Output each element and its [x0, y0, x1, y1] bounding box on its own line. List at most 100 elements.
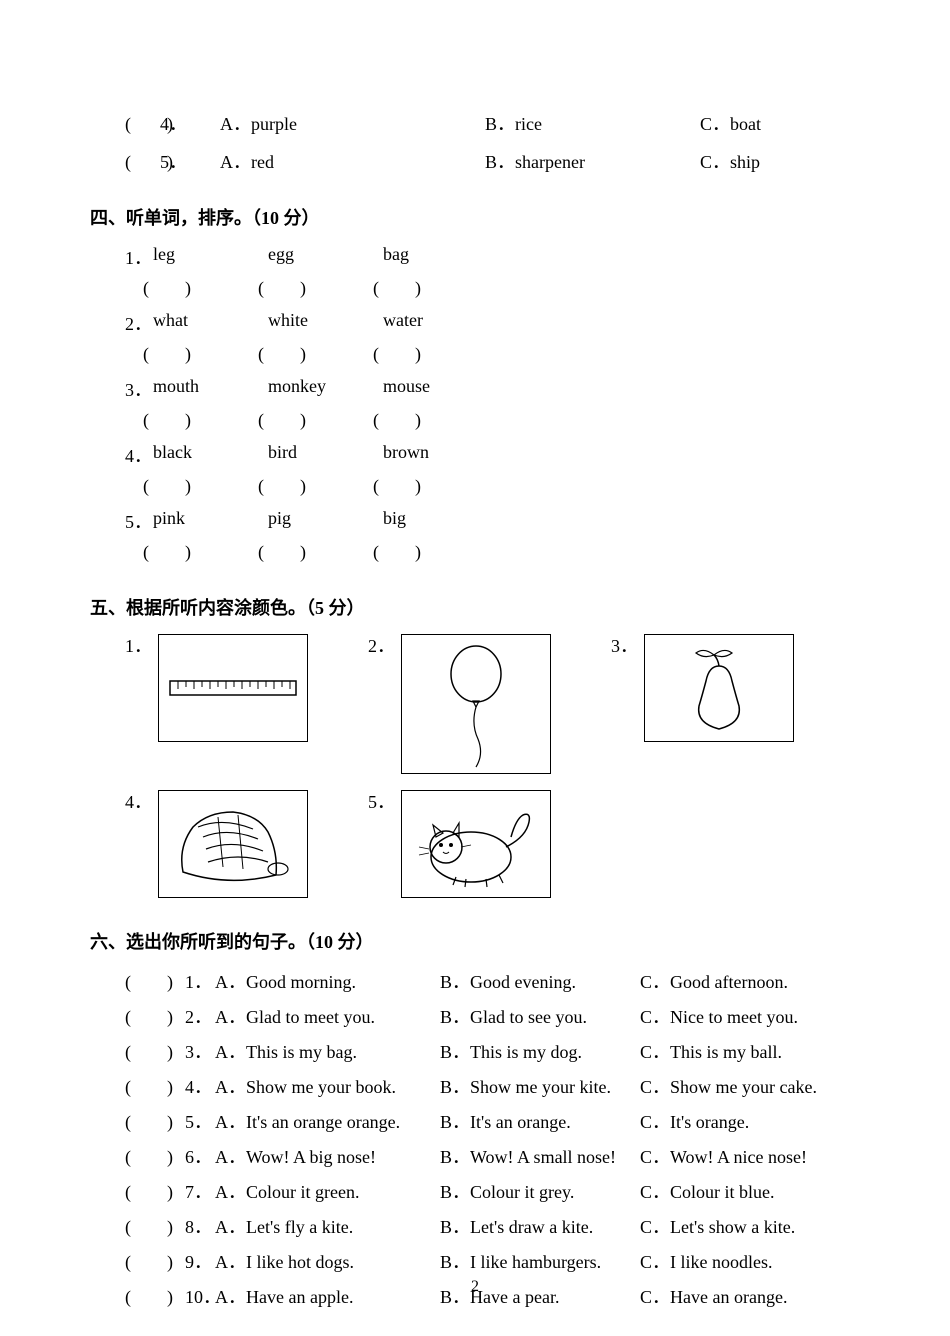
s5-item-2: 2． [368, 634, 551, 774]
option-b: B．Colour it grey. [440, 1178, 640, 1204]
s4-group-1: 1． leg egg bag ( ) ( ) ( ) [125, 244, 860, 300]
option-a: A．I like hot dogs. [215, 1248, 440, 1274]
paren[interactable]: ( ) [125, 968, 185, 994]
paren[interactable]: ( ) [90, 110, 160, 136]
option-b: B．rice [485, 110, 700, 136]
paren[interactable]: ( ) [373, 340, 488, 366]
paren[interactable]: ( ) [143, 538, 258, 564]
ruler-icon [158, 634, 308, 742]
paren[interactable]: ( ) [143, 406, 258, 432]
option-a: A．red [220, 148, 485, 174]
paren[interactable]: ( ) [125, 1073, 185, 1099]
paren[interactable]: ( ) [258, 538, 373, 564]
s4-group-5: 5． pink pig big ( ) ( ) ( ) [125, 508, 860, 564]
option-c: C．Show me your cake. [640, 1073, 817, 1099]
option-a: A．This is my bag. [215, 1038, 440, 1064]
s6-row-3: ( ) 3． A．This is my bag. B．This is my do… [125, 1038, 860, 1064]
option-a: A．Glad to meet you. [215, 1003, 440, 1029]
s5-item-3: 3． [611, 634, 794, 774]
word: bag [383, 244, 498, 270]
question-number: 6． [185, 1143, 215, 1169]
s4-group-3: 3． mouth monkey mouse ( ) ( ) ( ) [125, 376, 860, 432]
question-number: 5． [185, 1108, 215, 1134]
option-a: A．Colour it green. [215, 1178, 440, 1204]
option-b: B．sharpener [485, 148, 700, 174]
word: bird [268, 442, 383, 468]
option-a: A．Show me your book. [215, 1073, 440, 1099]
option-c: C．boat [700, 110, 761, 136]
s6-row-7: ( ) 7． A．Colour it green. B．Colour it gr… [125, 1178, 860, 1204]
paren[interactable]: ( ) [125, 1143, 185, 1169]
paren[interactable]: ( ) [258, 406, 373, 432]
option-c: C．Let's show a kite. [640, 1213, 795, 1239]
option-c: C．Nice to meet you. [640, 1003, 798, 1029]
word: mouse [383, 376, 498, 402]
page-number: 2 [0, 1278, 950, 1296]
option-b: B．I like hamburgers. [440, 1248, 640, 1274]
section4-body: 1． leg egg bag ( ) ( ) ( ) 2． what white… [125, 244, 860, 564]
word: what [153, 310, 268, 336]
item-number: 4． [125, 788, 152, 814]
paren[interactable]: ( ) [373, 538, 488, 564]
option-b: B．Let's draw a kite. [440, 1213, 640, 1239]
question-number: 1． [185, 968, 215, 994]
paren[interactable]: ( ) [143, 340, 258, 366]
word: egg [268, 244, 383, 270]
word: brown [383, 442, 498, 468]
option-a: A．purple [220, 110, 485, 136]
question-number: 9． [185, 1248, 215, 1274]
s5-item-1: 1． [125, 634, 308, 774]
option-a: A．Wow! A big nose! [215, 1143, 440, 1169]
paren[interactable]: ( ) [125, 1178, 185, 1204]
option-c: C．Wow! A nice nose! [640, 1143, 807, 1169]
paren[interactable]: ( ) [258, 274, 373, 300]
option-a: A．It's an orange orange. [215, 1108, 440, 1134]
question-number: 4． [185, 1073, 215, 1099]
s6-row-5: ( ) 5． A．It's an orange orange. B．It's a… [125, 1108, 860, 1134]
option-b: B．Glad to see you. [440, 1003, 640, 1029]
paren[interactable]: ( ) [90, 148, 160, 174]
top-row-4: ( ) 4． A．purple B．rice C．boat [90, 110, 860, 136]
group-number: 4． [125, 442, 153, 468]
section4-title: 四、听单词，排序。（10 分） [90, 204, 860, 230]
paren[interactable]: ( ) [373, 274, 488, 300]
s4-group-2: 2． what white water ( ) ( ) ( ) [125, 310, 860, 366]
question-number: 8． [185, 1213, 215, 1239]
word: big [383, 508, 498, 534]
option-c: C．I like noodles. [640, 1248, 773, 1274]
item-number: 5． [368, 788, 395, 814]
section5-title: 五、根据所听内容涂颜色。（5 分） [90, 594, 860, 620]
s6-row-6: ( ) 6． A．Wow! A big nose! B．Wow! A small… [125, 1143, 860, 1169]
paren[interactable]: ( ) [125, 1108, 185, 1134]
paren[interactable]: ( ) [143, 472, 258, 498]
option-a: A．Good morning. [215, 968, 440, 994]
paren[interactable]: ( ) [258, 340, 373, 366]
s6-row-9: ( ) 9． A．I like hot dogs. B．I like hambu… [125, 1248, 860, 1274]
question-number: 7． [185, 1178, 215, 1204]
s6-row-2: ( ) 2． A．Glad to meet you. B．Glad to see… [125, 1003, 860, 1029]
paren[interactable]: ( ) [373, 472, 488, 498]
word: pig [268, 508, 383, 534]
paren[interactable]: ( ) [125, 1003, 185, 1029]
option-b: B．Wow! A small nose! [440, 1143, 640, 1169]
question-number: 3． [185, 1038, 215, 1064]
schoolbag-icon [158, 790, 308, 898]
s6-row-4: ( ) 4． A．Show me your book. B．Show me yo… [125, 1073, 860, 1099]
question-number: 5． [160, 148, 220, 174]
option-b: B．It's an orange. [440, 1108, 640, 1134]
option-c: C．ship [700, 148, 760, 174]
question-number: 2． [185, 1003, 215, 1029]
balloon-icon [401, 634, 551, 774]
word: monkey [268, 376, 383, 402]
paren[interactable]: ( ) [143, 274, 258, 300]
word: black [153, 442, 268, 468]
group-number: 5． [125, 508, 153, 534]
paren[interactable]: ( ) [125, 1038, 185, 1064]
paren[interactable]: ( ) [373, 406, 488, 432]
paren[interactable]: ( ) [125, 1248, 185, 1274]
paren[interactable]: ( ) [125, 1213, 185, 1239]
option-c: C．This is my ball. [640, 1038, 782, 1064]
paren[interactable]: ( ) [258, 472, 373, 498]
pear-icon [644, 634, 794, 742]
word: mouth [153, 376, 268, 402]
